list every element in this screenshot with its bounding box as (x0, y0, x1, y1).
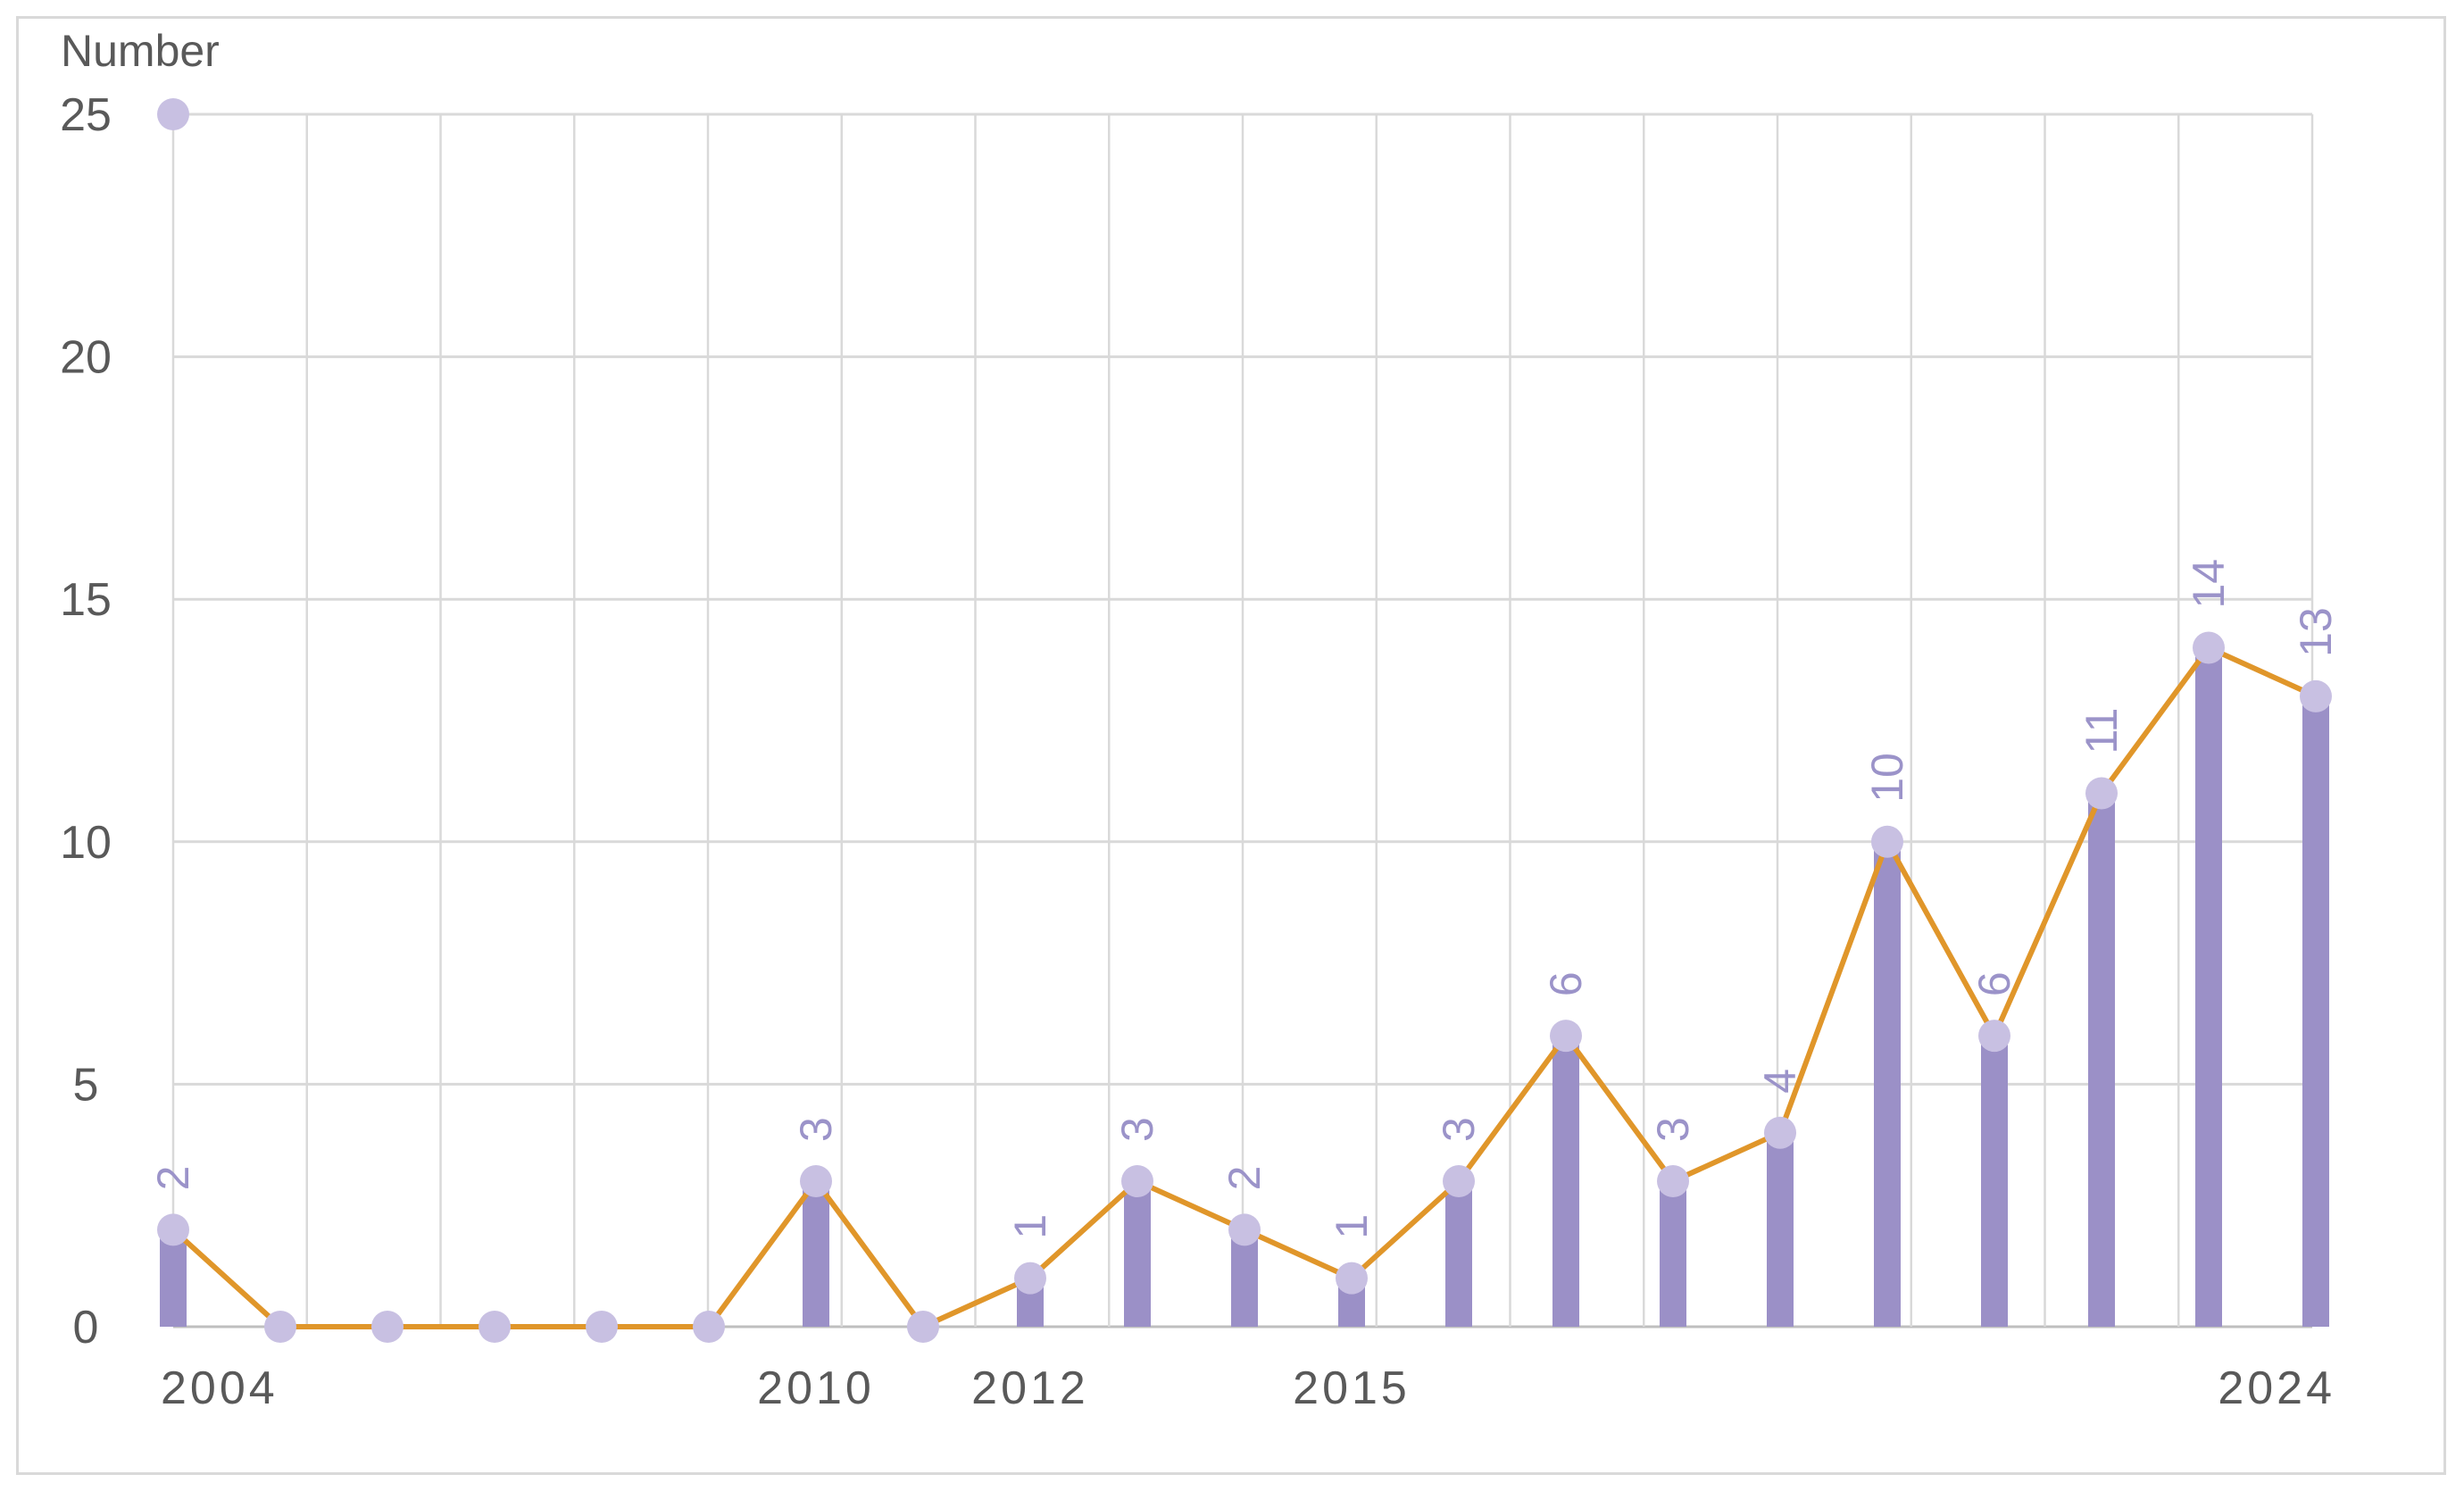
data-point (2193, 631, 2225, 664)
bar (1231, 1229, 1258, 1327)
markers (157, 98, 2332, 1343)
y-axis-label: Number (61, 26, 220, 76)
data-label: 3 (791, 1117, 841, 1142)
data-label: 3 (1112, 1117, 1162, 1142)
bar (1445, 1181, 1472, 1327)
data-point (1336, 1262, 1368, 1295)
data-point (1443, 1165, 1475, 1198)
bar (2302, 696, 2329, 1327)
data-label: 4 (1755, 1069, 1805, 1094)
data-label: 2 (1220, 1166, 1269, 1191)
data-label: 3 (1434, 1117, 1484, 1142)
bar (2195, 647, 2222, 1327)
data-label: 1 (1005, 1214, 1055, 1239)
y-axis-ticks: 0 5 10 15 20 25 (60, 89, 112, 1354)
data-point (1657, 1165, 1689, 1198)
data-label: 1 (1327, 1214, 1377, 1239)
data-label: 6 (1969, 971, 2019, 996)
data-label: 3 (1648, 1117, 1698, 1142)
bars (160, 647, 2329, 1327)
bar (1981, 1036, 2008, 1327)
gridlines (171, 112, 2314, 1329)
data-label: 13 (2291, 607, 2341, 657)
y-tick-label: 0 (73, 1302, 99, 1354)
data-point (1550, 1020, 1582, 1053)
x-tick-label: 2004 (161, 1362, 279, 1414)
bar (1874, 841, 1901, 1327)
data-label: 10 (1862, 753, 1912, 803)
data-point (1121, 1165, 1153, 1198)
y-tick-label: 25 (60, 89, 112, 141)
data-point (693, 1311, 725, 1343)
data-point (1014, 1262, 1046, 1295)
bar (803, 1181, 829, 1327)
bar (1767, 1132, 1794, 1327)
bar (160, 1229, 187, 1327)
bar (1552, 1036, 1579, 1327)
data-point (1764, 1116, 1796, 1149)
bar (1124, 1181, 1151, 1327)
data-point (800, 1165, 832, 1198)
data-point (479, 1311, 511, 1343)
data-point (264, 1311, 296, 1343)
data-point (2300, 679, 2332, 712)
y-tick-label: 15 (60, 574, 112, 626)
x-axis-ticks: 2004 2010 2012 2015 2024 (161, 1362, 2335, 1414)
y-tick-label: 20 (60, 332, 112, 384)
x-tick-label: 2015 (1293, 1362, 1411, 1414)
data-label: 14 (2184, 559, 2234, 609)
data-point (371, 1311, 404, 1343)
x-tick-label: 2024 (2218, 1362, 2335, 1414)
data-label: 6 (1541, 971, 1591, 996)
bar (1660, 1181, 1686, 1327)
data-point (586, 1311, 618, 1343)
data-point (1228, 1213, 1261, 1246)
y-tick-label: 10 (60, 817, 112, 869)
bar (2088, 793, 2115, 1327)
data-point (907, 1311, 939, 1343)
data-point (157, 1213, 189, 1246)
data-point (2085, 777, 2118, 810)
x-tick-label: 2010 (757, 1362, 875, 1414)
data-label: 11 (2077, 708, 2127, 754)
data-point (1978, 1020, 2010, 1053)
x-tick-label: 2012 (971, 1362, 1089, 1414)
y-tick-label: 5 (73, 1059, 99, 1111)
data-label: 2 (148, 1166, 198, 1191)
axis-max-marker (157, 98, 189, 130)
data-point (1871, 825, 1903, 858)
